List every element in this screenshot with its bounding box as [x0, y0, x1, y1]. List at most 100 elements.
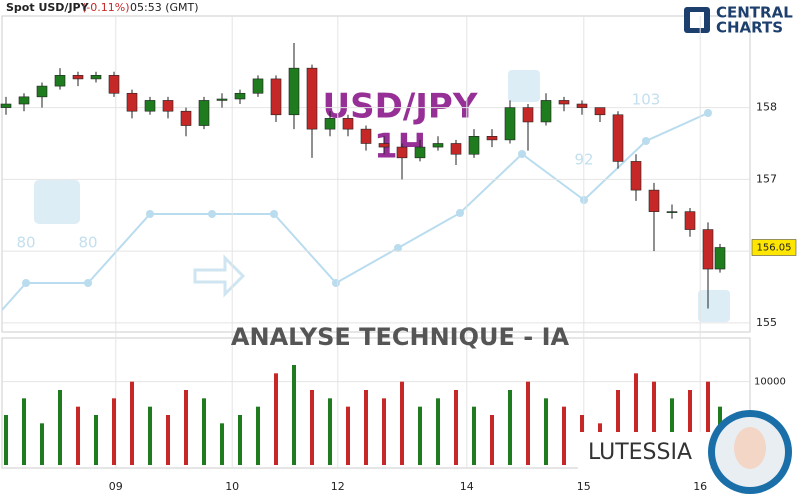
candle-body	[216, 98, 228, 101]
x-tick-label: 14	[460, 480, 474, 493]
candle-body	[450, 143, 462, 155]
volume-bar	[112, 398, 116, 465]
candle-body	[378, 143, 390, 148]
candle-body	[666, 211, 678, 213]
decor-number: 80	[78, 234, 97, 252]
volume-bar	[58, 390, 62, 465]
candle-body	[594, 107, 606, 116]
last-price-label: 156.05	[757, 243, 792, 254]
volume-bar	[202, 398, 206, 465]
time: 05:53 (GMT)	[130, 1, 199, 14]
volume-bar	[490, 415, 494, 465]
candle-body	[180, 110, 192, 126]
volume-bar	[76, 406, 80, 465]
volume-bar	[220, 423, 224, 465]
decor-icon	[508, 70, 540, 102]
candle-body	[162, 100, 174, 112]
x-tick-label: 16	[693, 480, 707, 493]
volume-bar	[454, 390, 458, 465]
volume-bar	[544, 398, 548, 465]
volume-bar	[364, 390, 368, 465]
candle-body	[108, 75, 120, 94]
volume-bar	[472, 406, 476, 465]
volume-bar	[346, 406, 350, 465]
candle-body	[576, 103, 588, 108]
candle-body	[630, 161, 642, 191]
candle-body	[144, 100, 156, 112]
volume-bar	[256, 406, 260, 465]
volume-bar	[328, 398, 332, 465]
candle-body	[252, 78, 264, 94]
candle-body	[54, 75, 66, 87]
volume-bar	[22, 398, 26, 465]
candle-body	[522, 107, 534, 123]
volume-bar	[688, 390, 692, 465]
candle-body	[486, 136, 498, 141]
candle-body	[342, 118, 354, 130]
candle-body	[126, 92, 138, 112]
price-frame	[1, 15, 751, 333]
volume-bar	[94, 415, 98, 465]
volume-bar	[670, 398, 674, 465]
candle-body	[504, 107, 516, 141]
decor-icon	[34, 180, 80, 224]
volume-bar	[292, 365, 296, 465]
candle-body	[90, 75, 102, 80]
candle-body	[288, 67, 300, 116]
volume-bar	[652, 381, 656, 465]
candle-body	[396, 146, 408, 159]
candle-body	[432, 143, 444, 148]
plot: 09101214151615515615715810000156.05	[0, 16, 797, 493]
chart-title: Spot USD/JPY	[6, 1, 90, 14]
logo-text: CHARTS	[716, 19, 783, 37]
last-price-box	[751, 239, 797, 256]
brand-box	[578, 432, 710, 472]
decor-number: 103	[632, 91, 661, 109]
volume-bar	[4, 415, 8, 465]
candle-body	[714, 247, 726, 270]
volume-tick-label: 10000	[754, 377, 786, 388]
candle-body	[324, 118, 336, 130]
brand: LUTESSIA	[588, 440, 692, 465]
volume-bar	[382, 398, 386, 465]
logo-text: CENTRAL	[716, 4, 793, 22]
volume-bar	[508, 390, 512, 465]
candle-body	[684, 211, 696, 230]
decor-arrow	[193, 254, 246, 298]
candle-body	[468, 136, 480, 155]
volume-bar	[184, 390, 188, 465]
candle-body	[270, 78, 282, 116]
candle-body	[72, 75, 84, 80]
candle-body	[612, 114, 624, 162]
candle-body	[540, 100, 552, 123]
price-change: (-0.11%)	[82, 1, 130, 14]
volume-bar	[526, 381, 530, 465]
candle-body	[648, 189, 660, 212]
x-tick-label: 15	[577, 480, 591, 493]
volume-bar	[274, 373, 278, 465]
y-tick-label: 158	[756, 101, 777, 114]
volume-frame	[1, 337, 751, 469]
x-tick-label: 09	[109, 480, 123, 493]
volume-bar	[148, 406, 152, 465]
volume-bar	[166, 415, 170, 465]
decor-icon	[698, 290, 730, 322]
candle-body	[558, 100, 570, 105]
candle-body	[198, 100, 210, 126]
y-tick-label: 155	[756, 316, 777, 329]
volume-bar	[130, 381, 134, 465]
volume-bar	[238, 415, 242, 465]
x-tick-label: 10	[225, 480, 239, 493]
volume-bar	[706, 381, 710, 465]
candle-body	[702, 229, 714, 270]
decor-number: 80	[16, 234, 35, 252]
y-tick-label: 157	[756, 172, 777, 185]
volume-bar	[634, 373, 638, 465]
candle-body	[234, 92, 246, 100]
volume-bar	[418, 406, 422, 465]
candle-body	[36, 85, 48, 98]
volume-bar	[562, 406, 566, 465]
avatar-face	[734, 427, 766, 469]
candle-body	[18, 96, 30, 105]
